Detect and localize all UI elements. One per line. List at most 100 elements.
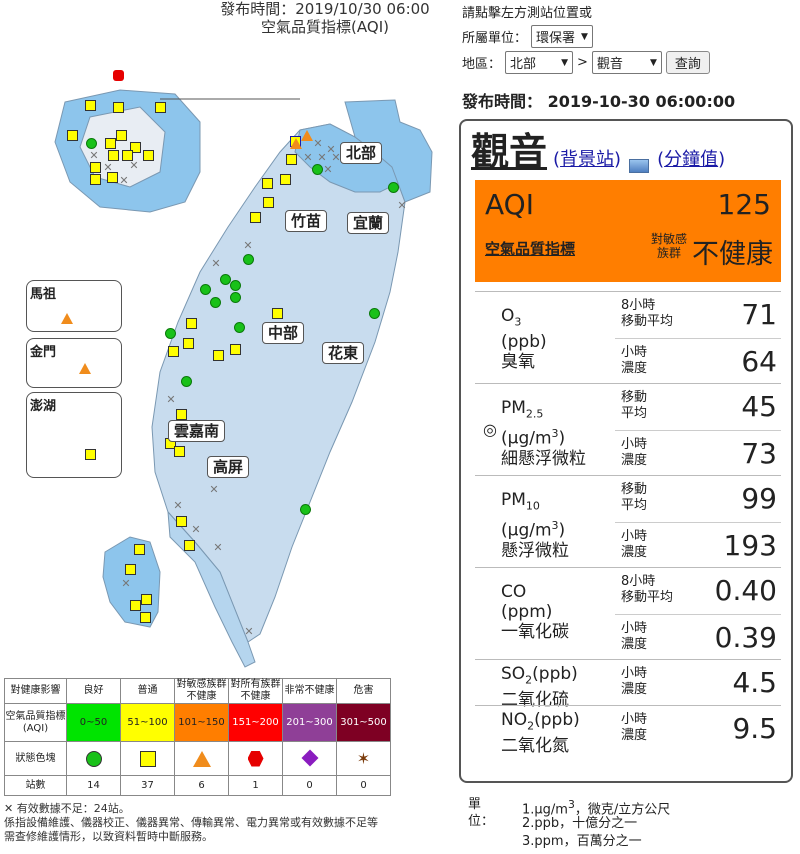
- invalid-data-icon[interactable]: ✕: [173, 499, 183, 512]
- station-marker-moderate[interactable]: [213, 350, 224, 361]
- unit-line-1: 1.μg/m3，微克/立方公尺: [522, 796, 670, 818]
- station-marker-moderate[interactable]: [250, 212, 261, 223]
- station-marker-moderate[interactable]: [183, 338, 194, 349]
- reading-label: 小時 濃度: [621, 712, 647, 744]
- station-marker-sensitive[interactable]: [301, 130, 313, 141]
- station-marker-good[interactable]: [234, 322, 245, 333]
- station-marker-moderate[interactable]: [176, 409, 187, 420]
- aqi-cn-link[interactable]: 空氣品質指標: [485, 240, 576, 258]
- invalid-data-icon[interactable]: ✕: [317, 151, 327, 164]
- units-label: 單位：: [468, 797, 495, 829]
- station-marker-moderate[interactable]: [184, 540, 195, 551]
- station-marker-moderate[interactable]: [176, 516, 187, 527]
- region-label-yilan[interactable]: 宜蘭: [347, 212, 390, 234]
- chart-icon[interactable]: [629, 159, 650, 173]
- station-marker-good[interactable]: [165, 328, 176, 339]
- station-marker-moderate[interactable]: [105, 138, 116, 149]
- station-marker-good[interactable]: [200, 284, 211, 295]
- invalid-data-icon[interactable]: ✕: [129, 159, 139, 172]
- invalid-data-icon[interactable]: ✕: [323, 163, 333, 176]
- station-marker-moderate[interactable]: [108, 150, 119, 161]
- station-marker-good[interactable]: [86, 138, 97, 149]
- station-marker-moderate[interactable]: [67, 130, 78, 141]
- station-marker-sensitive[interactable]: [79, 363, 91, 374]
- invalid-data-icon[interactable]: ✕: [213, 541, 223, 554]
- station-marker-red[interactable]: [113, 70, 124, 81]
- invalid-data-icon[interactable]: ✕: [191, 523, 201, 536]
- invalid-data-icon[interactable]: ✕: [243, 239, 253, 252]
- invalid-data-icon[interactable]: ✕: [313, 137, 323, 150]
- inset-kinmen[interactable]: 金門: [26, 338, 122, 388]
- station-marker-moderate[interactable]: [125, 564, 136, 575]
- station-marker-moderate[interactable]: [155, 102, 166, 113]
- station-marker-moderate[interactable]: [90, 174, 101, 185]
- station-marker-moderate[interactable]: [116, 130, 127, 141]
- station-marker-moderate[interactable]: [286, 154, 297, 165]
- invalid-data-icon[interactable]: ✕: [103, 161, 113, 174]
- invalid-data-icon[interactable]: ✕: [119, 174, 129, 187]
- station-marker-moderate[interactable]: [168, 346, 179, 357]
- region-label-north[interactable]: 北部: [340, 142, 383, 164]
- station-marker-good[interactable]: [243, 254, 254, 265]
- station-marker-moderate[interactable]: [90, 162, 101, 173]
- region-label-yunjianan[interactable]: 雲嘉南: [168, 420, 226, 442]
- inset-matsu[interactable]: 馬祖: [26, 280, 122, 332]
- station-marker-moderate[interactable]: [174, 446, 185, 457]
- station-marker-good[interactable]: [210, 297, 221, 308]
- region-label-huadong[interactable]: 花東: [322, 342, 365, 364]
- background-station-link[interactable]: (背景站): [553, 149, 622, 170]
- station-marker-good[interactable]: [220, 274, 231, 285]
- area-select[interactable]: 北部 ▼: [505, 51, 574, 74]
- pollutant-unit: (ppb): [501, 332, 547, 353]
- region-label-central[interactable]: 中部: [262, 322, 305, 344]
- invalid-data-icon[interactable]: ✕: [397, 199, 407, 212]
- station-marker-moderate[interactable]: [130, 142, 141, 153]
- station-marker-good[interactable]: [230, 292, 241, 303]
- station-marker-moderate[interactable]: [143, 150, 154, 161]
- query-button[interactable]: 查詢: [665, 51, 710, 74]
- station-marker-moderate[interactable]: [85, 449, 96, 460]
- station-marker-moderate[interactable]: [230, 344, 241, 355]
- region-label-gaoping[interactable]: 高屏: [207, 456, 250, 478]
- station-marker-moderate[interactable]: [262, 178, 273, 189]
- station-marker-moderate[interactable]: [107, 172, 118, 183]
- inset-penghu[interactable]: 澎湖: [26, 392, 122, 478]
- invalid-data-icon[interactable]: ✕: [89, 149, 99, 162]
- station-marker-good[interactable]: [181, 376, 192, 387]
- region-label-zhumiao[interactable]: 竹苗: [285, 210, 328, 232]
- station-marker-good[interactable]: [312, 164, 323, 175]
- maintenance-note-2: 需查修維護情形，以致資料暫時中斷服務。: [4, 830, 213, 843]
- station-marker-good[interactable]: [300, 504, 311, 515]
- invalid-data-icon[interactable]: ✕: [209, 483, 219, 496]
- minute-value-link[interactable]: (分鐘值): [657, 149, 726, 170]
- invalid-data-icon[interactable]: ✕: [211, 257, 221, 270]
- station-marker-moderate[interactable]: [272, 308, 283, 319]
- station-marker-moderate[interactable]: [186, 318, 197, 329]
- station-marker-moderate[interactable]: [141, 594, 152, 605]
- station-marker-moderate[interactable]: [140, 612, 151, 623]
- invalid-data-icon[interactable]: ✕: [166, 393, 176, 406]
- invalid-data-icon[interactable]: ✕: [326, 143, 336, 156]
- invalid-data-icon[interactable]: ✕: [331, 151, 341, 164]
- taiwan-map[interactable]: ✕ ✕ ✕ ✕ ✕ ✕ ✕ ✕ ✕ ✕ ✕ ✕ ✕ ✕ ✕ ✕ ✕ ✕ ✕: [0, 42, 458, 670]
- station-marker-good[interactable]: [388, 182, 399, 193]
- station-marker-moderate[interactable]: [85, 100, 96, 111]
- station-marker-good[interactable]: [369, 308, 380, 319]
- agency-select[interactable]: 環保署 ▼: [531, 25, 593, 48]
- pollutant-name: NO2(ppb) 二氧化氮: [501, 710, 580, 756]
- invalid-data-icon[interactable]: ✕: [303, 151, 313, 164]
- station-marker-moderate[interactable]: [130, 600, 141, 611]
- station-marker-sensitive[interactable]: [290, 138, 302, 149]
- station-marker-moderate[interactable]: [122, 150, 133, 161]
- invalid-data-icon[interactable]: ✕: [244, 625, 254, 638]
- invalid-note: 有效數據不足：24站。: [16, 802, 130, 815]
- station-marker-moderate[interactable]: [263, 197, 274, 208]
- station-marker-good[interactable]: [230, 280, 241, 291]
- station-select[interactable]: 觀音 ▼: [591, 51, 662, 74]
- station-marker-sensitive[interactable]: [61, 313, 73, 324]
- unit-1b: 3: [567, 798, 575, 811]
- invalid-data-icon[interactable]: ✕: [121, 577, 131, 590]
- station-marker-moderate[interactable]: [134, 544, 145, 555]
- station-marker-moderate[interactable]: [280, 174, 291, 185]
- station-marker-moderate[interactable]: [113, 102, 124, 113]
